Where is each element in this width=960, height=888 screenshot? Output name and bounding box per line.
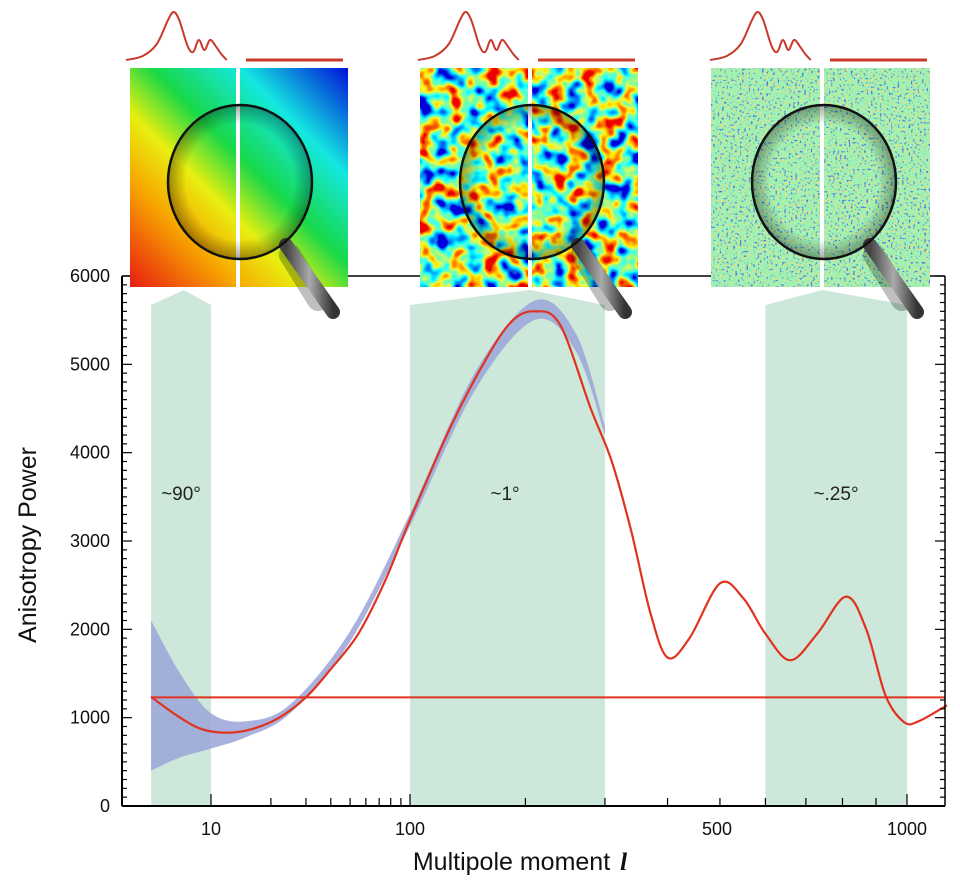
spectrum-lines — [150, 310, 948, 734]
mini-peaked-spectrum-icon — [709, 10, 812, 61]
y-tick-label: 2000 — [70, 619, 110, 639]
y-tick-label: 4000 — [70, 443, 110, 463]
x-tick-label: 10 — [201, 819, 221, 839]
x-tick-label: 100 — [395, 819, 425, 839]
magnifier-handle-icon — [279, 238, 340, 319]
y-tick-label: 3000 — [70, 531, 110, 551]
uncertainty-band-area — [151, 299, 605, 771]
magnifier-lens-icon — [750, 103, 898, 261]
region-label-025deg: ~.25° — [813, 484, 858, 505]
y-axis-ticks: 0 1000 2000 3000 4000 5000 6000 — [70, 266, 945, 816]
x-axis-label: Multipole moment l — [413, 848, 627, 876]
region-labels: ~90° ~1° ~.25° — [161, 484, 858, 505]
x-axis-label-symbol: l — [620, 849, 627, 876]
mini-peaked-spectrum-icon — [125, 10, 228, 61]
x-tick-label: 1000 — [887, 819, 927, 839]
x-tick-labels: 10 100 500 1000 — [201, 819, 927, 839]
uncertainty-band — [151, 299, 605, 771]
x-axis-label-text: Multipole moment — [413, 848, 610, 876]
magnifier-handle-icon — [863, 238, 924, 319]
region-band — [765, 290, 907, 806]
magnifiers — [125, 10, 927, 319]
power-spectrum-curve — [150, 310, 948, 734]
magnifier-handle-icon — [571, 238, 632, 319]
y-tick-label: 5000 — [70, 354, 110, 374]
y-tick-label: 6000 — [70, 266, 110, 286]
magnifier-lens-icon — [166, 103, 314, 261]
region-label-90deg: ~90° — [161, 484, 201, 505]
x-tick-label: 500 — [702, 819, 732, 839]
region-label-1deg: ~1° — [490, 484, 519, 505]
x-axis-ticks — [210, 794, 908, 806]
y-axis-label: Anisotropy Power — [14, 447, 42, 643]
mini-peaked-spectrum-icon — [417, 10, 520, 61]
y-tick-label: 0 — [100, 796, 110, 816]
magnifier-lens-icon — [458, 103, 606, 261]
y-tick-label: 1000 — [70, 708, 110, 728]
